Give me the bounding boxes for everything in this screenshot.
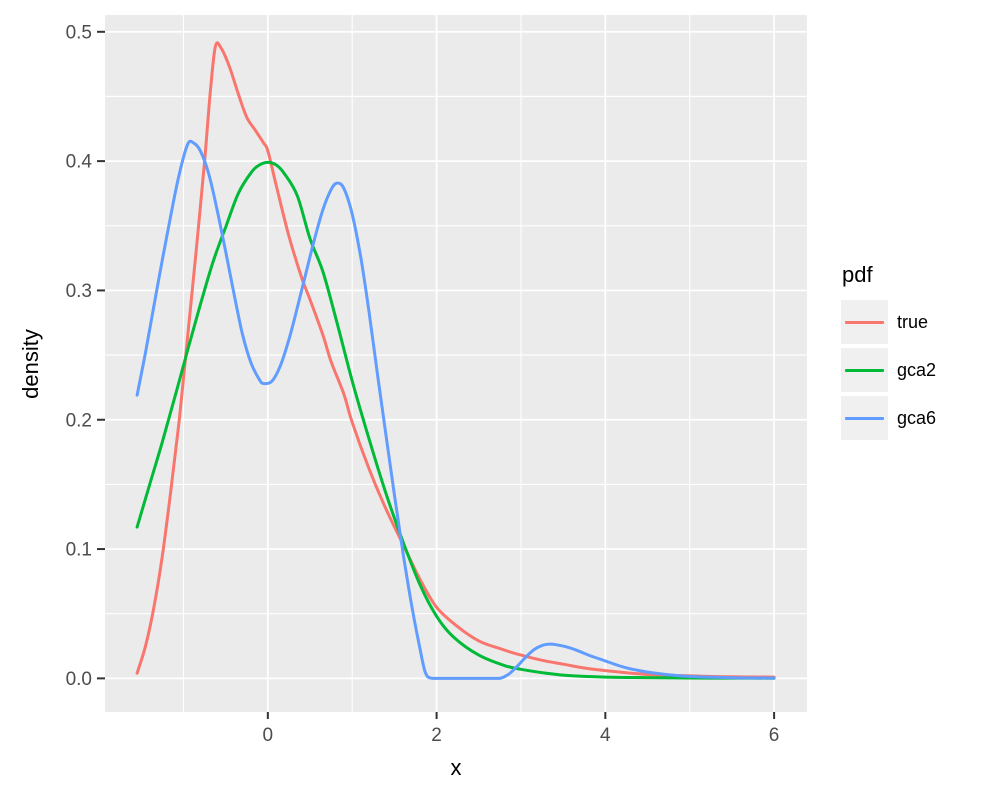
x-tick-label: 2 [431, 725, 442, 746]
legend-key-line-icon [845, 368, 884, 372]
legend-item-label: true [897, 312, 929, 332]
x-tick-label: 6 [769, 725, 780, 746]
legend-key [841, 396, 888, 440]
legend-key-line-icon [845, 320, 884, 324]
x-tick-label: 4 [600, 725, 611, 746]
legend-key [841, 348, 888, 392]
legend-item: true [841, 300, 936, 344]
y-axis-title: density [18, 329, 43, 399]
legend-key [841, 300, 888, 344]
y-tick-label: 0.2 [66, 410, 92, 431]
curve-gca2 [135, 160, 776, 680]
legend-title: pdf [842, 262, 873, 287]
y-tick-label: 0.3 [66, 281, 92, 302]
x-tick-label: 0 [263, 725, 274, 746]
curve-true [135, 41, 776, 679]
y-tick-label: 0.1 [66, 540, 92, 561]
legend: pdf true gca2 gca6 [841, 264, 936, 444]
plot-panel [105, 15, 807, 712]
x-axis-title: x [450, 755, 462, 780]
legend-item: gca6 [841, 396, 936, 440]
legend-item: gca2 [841, 348, 936, 392]
legend-item-label: gca2 [897, 360, 937, 380]
curve-gca6 [135, 139, 776, 680]
y-tick-label: 0.5 [66, 22, 92, 43]
y-tick-label: 0.0 [66, 669, 92, 690]
legend-item-label: gca6 [897, 408, 937, 428]
legend-key-line-icon [845, 416, 884, 420]
y-tick-label: 0.4 [66, 152, 93, 173]
